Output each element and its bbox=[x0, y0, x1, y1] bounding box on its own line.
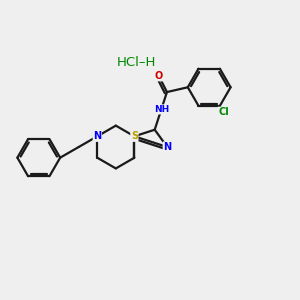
Text: N: N bbox=[93, 131, 101, 141]
Text: HCl–H: HCl–H bbox=[117, 56, 156, 69]
Text: Cl: Cl bbox=[218, 107, 229, 117]
Text: S: S bbox=[131, 131, 138, 141]
Text: NH: NH bbox=[154, 105, 169, 114]
Text: N: N bbox=[163, 142, 171, 152]
Text: O: O bbox=[154, 71, 163, 81]
